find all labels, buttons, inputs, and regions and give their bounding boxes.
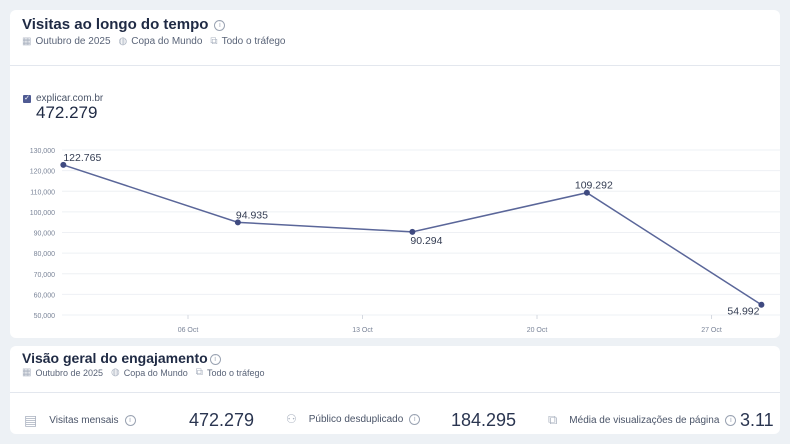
period-filter[interactable]: Outubro de 2025 — [35, 367, 104, 378]
x-tick-label: 13 Oct — [352, 327, 373, 334]
kpi-pages-per-visit: ⧉ Média de visualizações de página i — [548, 412, 737, 428]
filters: ▦ Outubro de 2025 ◍ Copa do Mundo ⧉ Todo o … — [22, 367, 264, 378]
kpi-value: 3.11 — [740, 410, 774, 430]
y-tick-label: 80,000 — [34, 251, 56, 258]
region-filter[interactable]: Copa do Mundo — [131, 36, 203, 47]
period-filter[interactable]: Outubro de 2025 — [35, 36, 111, 47]
data-label: 122.765 — [63, 152, 101, 164]
kpi-unique-audience: ⚇ Público desduplicado i — [286, 412, 421, 426]
info-icon[interactable]: i — [409, 413, 421, 425]
data-label: 54.992 — [727, 306, 759, 318]
data-label: 109.292 — [575, 180, 613, 192]
checkbox-icon[interactable]: ✓ — [23, 94, 31, 103]
info-icon[interactable]: i — [725, 414, 737, 426]
y-tick-label: 120,000 — [30, 169, 55, 176]
pages-icon: ⧉ — [548, 412, 558, 427]
region-filter[interactable]: Copa do Mundo — [123, 367, 188, 378]
y-tick-label: 100,000 — [30, 210, 55, 217]
y-tick-label: 90,000 — [34, 231, 56, 238]
kpi-monthly-visits: ▤ Visitas mensais i — [24, 412, 136, 429]
info-icon[interactable]: i — [214, 19, 226, 31]
x-tick-label: 20 Oct — [527, 327, 548, 334]
globe-icon: ◍ — [111, 367, 120, 378]
calendar-icon: ▤ — [24, 412, 38, 428]
data-point — [60, 161, 67, 168]
data-label: 94.935 — [236, 209, 268, 221]
data-point — [583, 189, 590, 196]
info-icon[interactable]: i — [209, 353, 221, 365]
kpi-value: 184.295 — [451, 410, 517, 430]
globe-icon: ◍ — [118, 36, 128, 47]
data-point — [234, 219, 241, 226]
visits-over-time-card: Visitas ao longo do tempo i ▦ Outubro de 2… — [10, 10, 780, 338]
legend-total: 472.279 — [36, 103, 98, 122]
divider — [10, 65, 780, 66]
line-chart: 50,000 60,000 70,000 80,000 90,000 100,000 110… — [30, 148, 780, 334]
legend-site: explicar.com.br — [36, 93, 104, 104]
calendar-icon: ▦ — [22, 367, 32, 378]
y-tick-label: 70,000 — [34, 272, 56, 279]
divider — [10, 392, 780, 393]
y-tick-label: 50,000 — [34, 313, 56, 320]
y-tick-label: 60,000 — [34, 292, 56, 299]
calendar-icon: ▦ — [22, 36, 32, 47]
info-icon[interactable]: i — [124, 415, 136, 426]
engagement-card: Visão geral do engajamento i ▦ Outubro de … — [10, 346, 780, 434]
kpi-value: 472.279 — [189, 410, 255, 430]
card-title: Visitas ao longo do tempo — [22, 16, 209, 33]
card-title: Visão geral do engajamento — [22, 350, 208, 366]
y-tick-label: 110,000 — [30, 189, 55, 196]
devices-icon: ⧉ — [195, 367, 203, 378]
filters: ▦ Outubro de 2025 ◍ Copa do Mundo ⧉ Todo o … — [22, 36, 286, 47]
traffic-filter[interactable]: Todo o tráfego — [221, 36, 286, 47]
data-label: 90.294 — [410, 235, 442, 247]
data-point — [758, 301, 765, 308]
users-icon: ⚇ — [286, 412, 297, 426]
x-tick-label: 27 Oct — [701, 327, 722, 334]
legend-item[interactable]: ✓ explicar.com.br — [23, 93, 103, 104]
y-tick-label: 130,000 — [30, 148, 55, 155]
traffic-filter[interactable]: Todo o tráfego — [206, 367, 265, 378]
data-point — [409, 228, 416, 235]
x-tick-label: 06 Oct — [178, 327, 199, 334]
devices-icon: ⧉ — [210, 36, 218, 47]
